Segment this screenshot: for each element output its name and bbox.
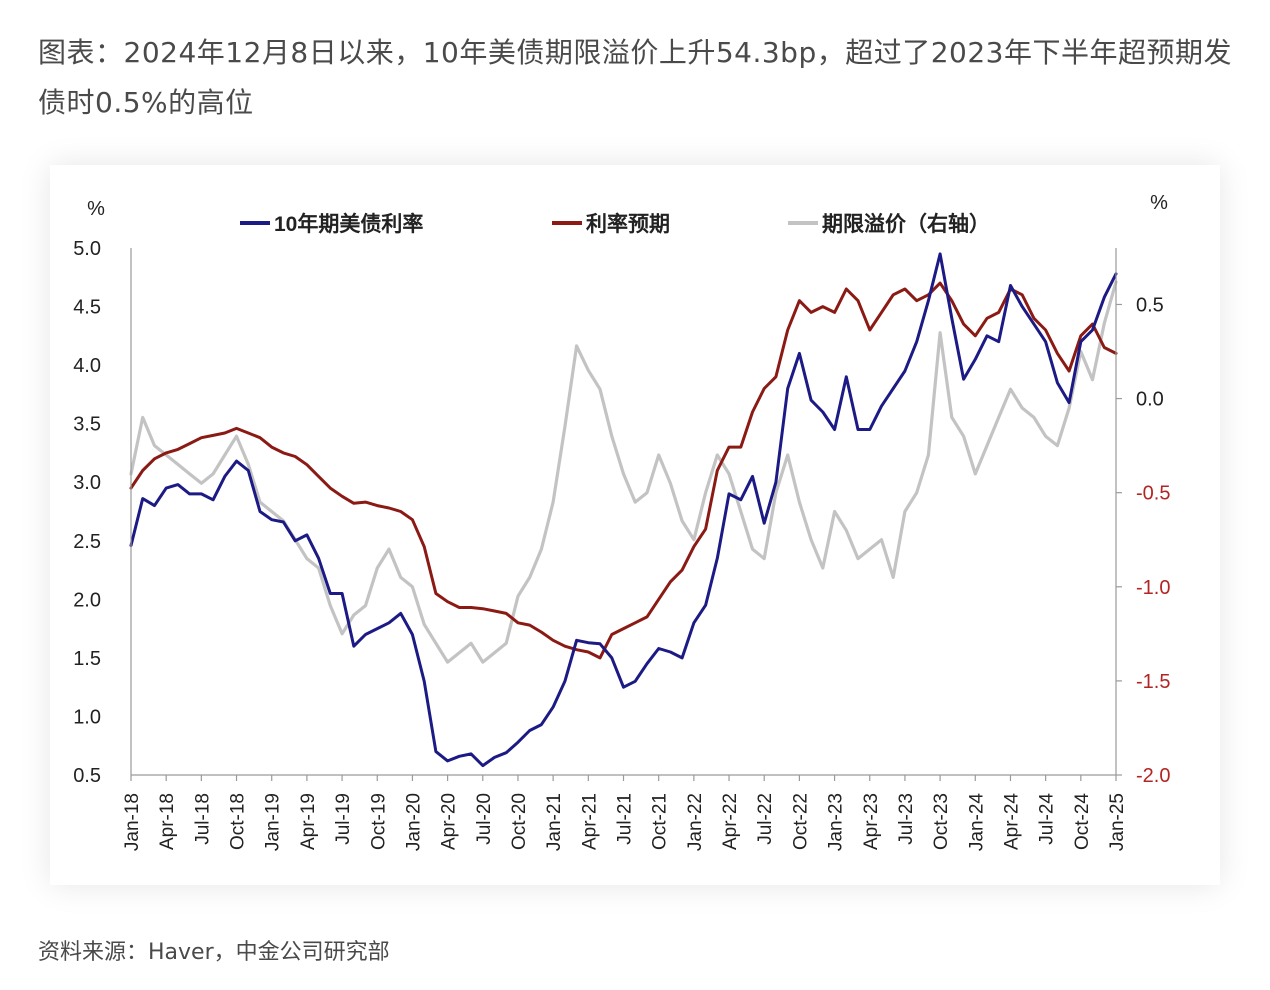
x-tick-label: Jan-23 <box>826 793 847 851</box>
left-tick-label: 4.0 <box>73 355 101 377</box>
right-tick-label: 0.5 <box>1136 294 1164 316</box>
x-tick-label: Oct-20 <box>509 793 530 850</box>
x-tick-label: Jul-22 <box>755 793 776 845</box>
x-tick-label: Oct-19 <box>368 793 389 850</box>
x-tick-label: Jan-18 <box>122 793 143 851</box>
x-tick-label: Jan-20 <box>403 793 424 851</box>
x-tick-label: Jul-24 <box>1037 793 1058 845</box>
left-axis-unit: % <box>87 198 105 220</box>
x-tick-label: Jan-21 <box>544 793 565 851</box>
chart-caption: 图表：2024年12月8日以来，10年美债期限溢价上升54.3bp，超过了202… <box>38 36 1232 119</box>
right-tick-label: -1.0 <box>1136 577 1170 599</box>
right-tick-label: -1.5 <box>1136 671 1170 693</box>
x-tick-label: Oct-24 <box>1072 793 1093 850</box>
source-note: 资料来源：Haver，中金公司研究部 <box>38 940 390 965</box>
series-layer <box>129 252 1118 768</box>
x-tick-label: Apr-19 <box>298 793 319 850</box>
x-tick-label: Jul-23 <box>896 793 917 845</box>
x-tick-label: Jan-22 <box>685 793 706 851</box>
x-tick-label: Jan-19 <box>263 793 284 851</box>
series-line-2 <box>129 281 1118 660</box>
chart-legend: 10年期美债利率 利率预期 期限溢价（右轴） <box>240 212 990 236</box>
left-tick-label: 4.5 <box>73 297 101 319</box>
line-chart: 10年期美债利率 利率预期 期限溢价（右轴） % % 0.5 1.0 1.5 2.0 2.5… <box>73 192 1170 851</box>
legend-label-3: 期限溢价（右轴） <box>822 212 990 236</box>
right-tick-label: 0.0 <box>1136 389 1164 411</box>
x-tick-label: Apr-22 <box>720 793 741 850</box>
x-tick-label: Apr-20 <box>439 793 460 850</box>
x-tick-label: Apr-18 <box>157 793 178 850</box>
right-axis-unit: % <box>1150 192 1168 214</box>
x-tick-label: Jul-19 <box>333 793 354 845</box>
series-line-3 <box>129 280 1118 664</box>
left-tick-label: 3.0 <box>73 472 101 494</box>
left-tick-label: 2.5 <box>73 531 101 553</box>
chart-card: 10年期美债利率 利率预期 期限溢价（右轴） % % 0.5 1.0 1.5 2.0 2.5… <box>50 165 1220 885</box>
x-tick-label: Jul-18 <box>192 793 213 845</box>
x-tick-label: Oct-18 <box>228 793 249 850</box>
left-tick-label: 1.0 <box>73 706 101 728</box>
left-tick-label: 0.5 <box>73 765 101 787</box>
x-tick-label: Oct-23 <box>931 793 952 850</box>
left-tick-label: 5.0 <box>73 238 101 260</box>
left-tick-label: 1.5 <box>73 648 101 670</box>
tick-labels: 0.5 1.0 1.5 2.0 2.5 3.0 3.5 4.0 4.5 5.0 -2.0 -1.5 -1… <box>73 238 1170 851</box>
x-tick-label: Jan-25 <box>1107 793 1128 851</box>
x-tick-label: Apr-23 <box>861 793 882 850</box>
x-tick-label: Oct-22 <box>790 793 811 850</box>
x-tick-label: Jul-21 <box>615 793 636 845</box>
x-tick-label: Oct-21 <box>650 793 671 850</box>
left-tick-label: 3.5 <box>73 414 101 436</box>
x-tick-label: Jan-24 <box>966 793 987 852</box>
right-tick-label: -2.0 <box>1136 765 1170 787</box>
legend-label-1: 10年期美债利率 <box>274 212 423 236</box>
x-tick-label: Jul-20 <box>474 793 495 845</box>
legend-label-2: 利率预期 <box>586 212 670 236</box>
x-tick-label: Apr-21 <box>579 793 600 850</box>
right-tick-label: -0.5 <box>1136 483 1170 505</box>
series-line-1 <box>129 252 1118 768</box>
left-tick-label: 2.0 <box>73 589 101 611</box>
x-tick-label: Apr-24 <box>1001 793 1022 850</box>
